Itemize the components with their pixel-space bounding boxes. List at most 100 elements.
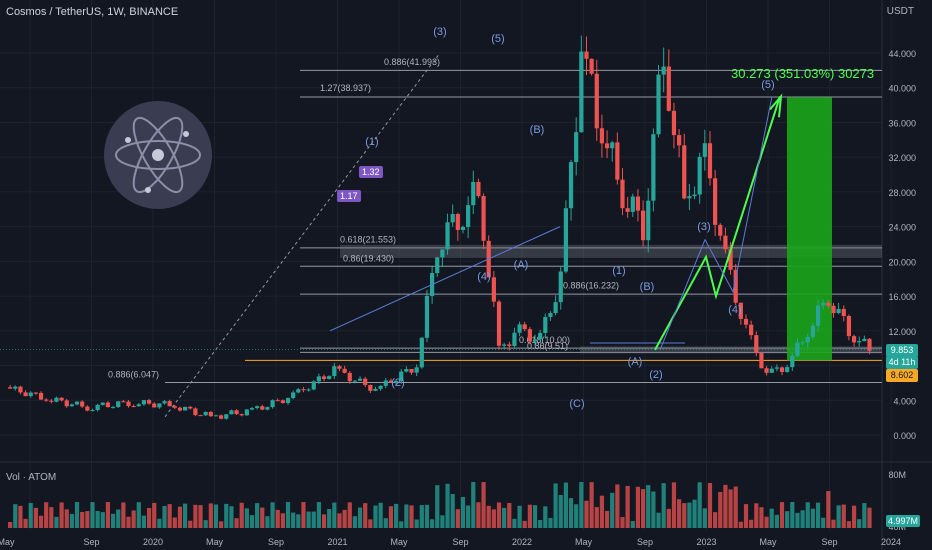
candle-body [342,368,347,373]
x-tick-label: May [390,537,408,547]
candle-body [743,318,749,325]
volume-bar [635,486,641,528]
volume-bar [841,504,846,528]
candle-body [517,324,522,333]
x-tick-label: Sep [452,537,468,547]
candle-body [177,407,183,411]
candle-body [239,414,244,416]
candle-body [74,401,80,405]
volume-bar [239,502,244,528]
candle-body [213,415,219,417]
volume-bar [291,512,296,528]
candle-body [357,378,363,381]
projection-arrowhead [769,93,783,118]
candle-body [553,302,558,314]
volume-bar [496,502,502,528]
candle-body [388,380,394,383]
volume-bar [229,506,234,528]
candle-body [44,399,49,401]
volume-bar [548,518,553,528]
candle-body [836,308,841,314]
candle-body [404,368,409,372]
y-tick-label: 20.000 [888,257,916,267]
volume-bar [316,502,321,528]
candle-body [635,196,641,211]
candle-body [656,74,661,135]
candle-body [687,196,692,199]
candle-body [697,156,702,195]
wave-label: (B) [530,124,545,136]
candle-body [646,200,651,241]
candle-body [867,338,872,351]
volume-bar [296,514,301,528]
volume-bar [414,519,419,528]
candle-body [615,142,620,180]
volume-bar [157,518,162,528]
x-tick-label: Sep [637,537,653,547]
candle-body [270,400,275,408]
volume-bar [404,504,409,528]
volume-bar [69,513,74,528]
candle-body [33,392,38,394]
volume-bar [146,508,152,528]
candle-body [219,415,224,419]
volume-bar [615,484,620,528]
candle-body [296,389,301,393]
candle-body [188,406,193,409]
candle-body [255,406,260,409]
volume-bar [851,505,857,528]
candle-body [131,406,136,408]
candle-body [363,378,368,385]
volume-bar [697,482,702,528]
x-tick-label: May [0,537,15,547]
volume-bar [167,504,172,528]
candle-body [424,295,430,338]
candle-body [368,384,373,391]
candle-body [54,397,59,402]
candle-body [183,406,188,411]
volume-bar [625,485,630,528]
wave-label: (3) [697,221,710,233]
volume-bar [671,482,677,528]
axis-unit-label: USDT [886,6,914,17]
volume-bar [450,494,455,528]
volume-bar [759,507,764,528]
volume-bar [208,503,213,528]
volume-bar [141,515,147,528]
volume-bar [152,502,157,528]
candle-body [677,135,682,146]
volume-bar [419,505,424,528]
wave-label: (4) [728,304,741,316]
candle-body [502,344,507,346]
candle-body [419,337,424,368]
candle-body [774,367,779,369]
x-tick-label: May [575,537,593,547]
supply-zone-lower [580,346,882,354]
volume-bar [28,502,33,528]
candle-body [80,401,85,407]
candle-body [229,410,234,415]
volume-value-tag: 4.997M [886,515,920,527]
candle-body [121,401,126,403]
wave-label: (5) [491,33,504,45]
volume-bar [116,509,121,528]
y-tick-label: 16.000 [888,292,916,302]
volume-bar [306,511,311,528]
volume-bar [543,506,548,528]
volume-bar [177,506,183,528]
volume-bar [85,511,90,528]
volume-bar [337,513,342,528]
volume-bar [95,510,100,528]
candle-body [610,142,615,149]
candle-body [769,368,774,373]
candle-body [414,367,419,373]
volume-bar [435,485,440,528]
volume-bar [378,502,383,528]
candle-body [512,332,517,347]
target-projection-text: 30.273 (351.03%) 30273 [731,66,875,81]
candle-body [764,368,769,373]
candle-body [316,376,321,382]
x-tick-label: Sep [268,537,284,547]
candle-body [38,392,44,400]
